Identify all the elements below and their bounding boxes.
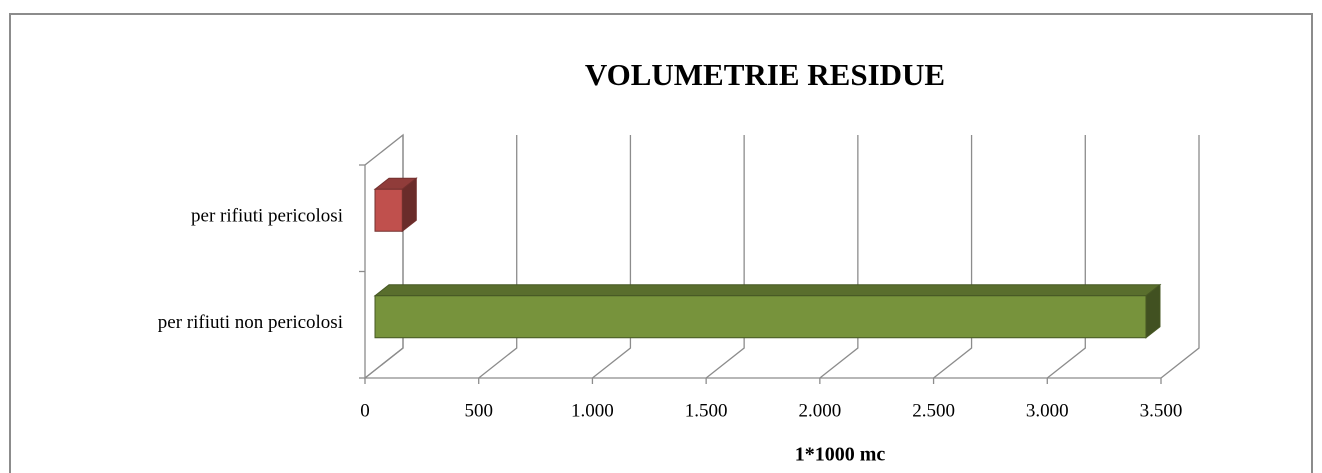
grid-line [478,135,518,379]
x-tick-label: 1.000 [571,400,614,421]
grid-line [592,135,632,379]
x-tick-label: 1.500 [685,400,728,421]
grid-line [819,135,859,379]
x-tick-label: 2.500 [912,400,955,421]
bar-front [374,295,1147,339]
x-tick-label: 0 [360,400,370,421]
x-tick-label: 3.500 [1140,400,1183,421]
bar [373,283,1162,339]
chart-title: VOLUMETRIE RESIDUE [585,57,945,92]
bar [373,177,418,233]
grid-line [705,135,745,379]
x-tick-label: 2.000 [798,400,841,421]
grid-line [364,135,404,379]
bar-top [373,284,1162,297]
x-tick-label: 500 [464,400,493,421]
x-tick-label: 3.000 [1026,400,1069,421]
bar-front [374,188,403,232]
chart-frame [9,13,1313,473]
grid-line [1160,135,1200,379]
y-tick-label: per rifiuti pericolosi [191,206,343,227]
x-axis-title: 1*1000 mc [795,444,886,466]
grid-line [1046,135,1086,379]
y-tick-label: per rifiuti non pericolosi [158,312,343,333]
grid-line [933,135,973,379]
left-wall [364,133,404,380]
